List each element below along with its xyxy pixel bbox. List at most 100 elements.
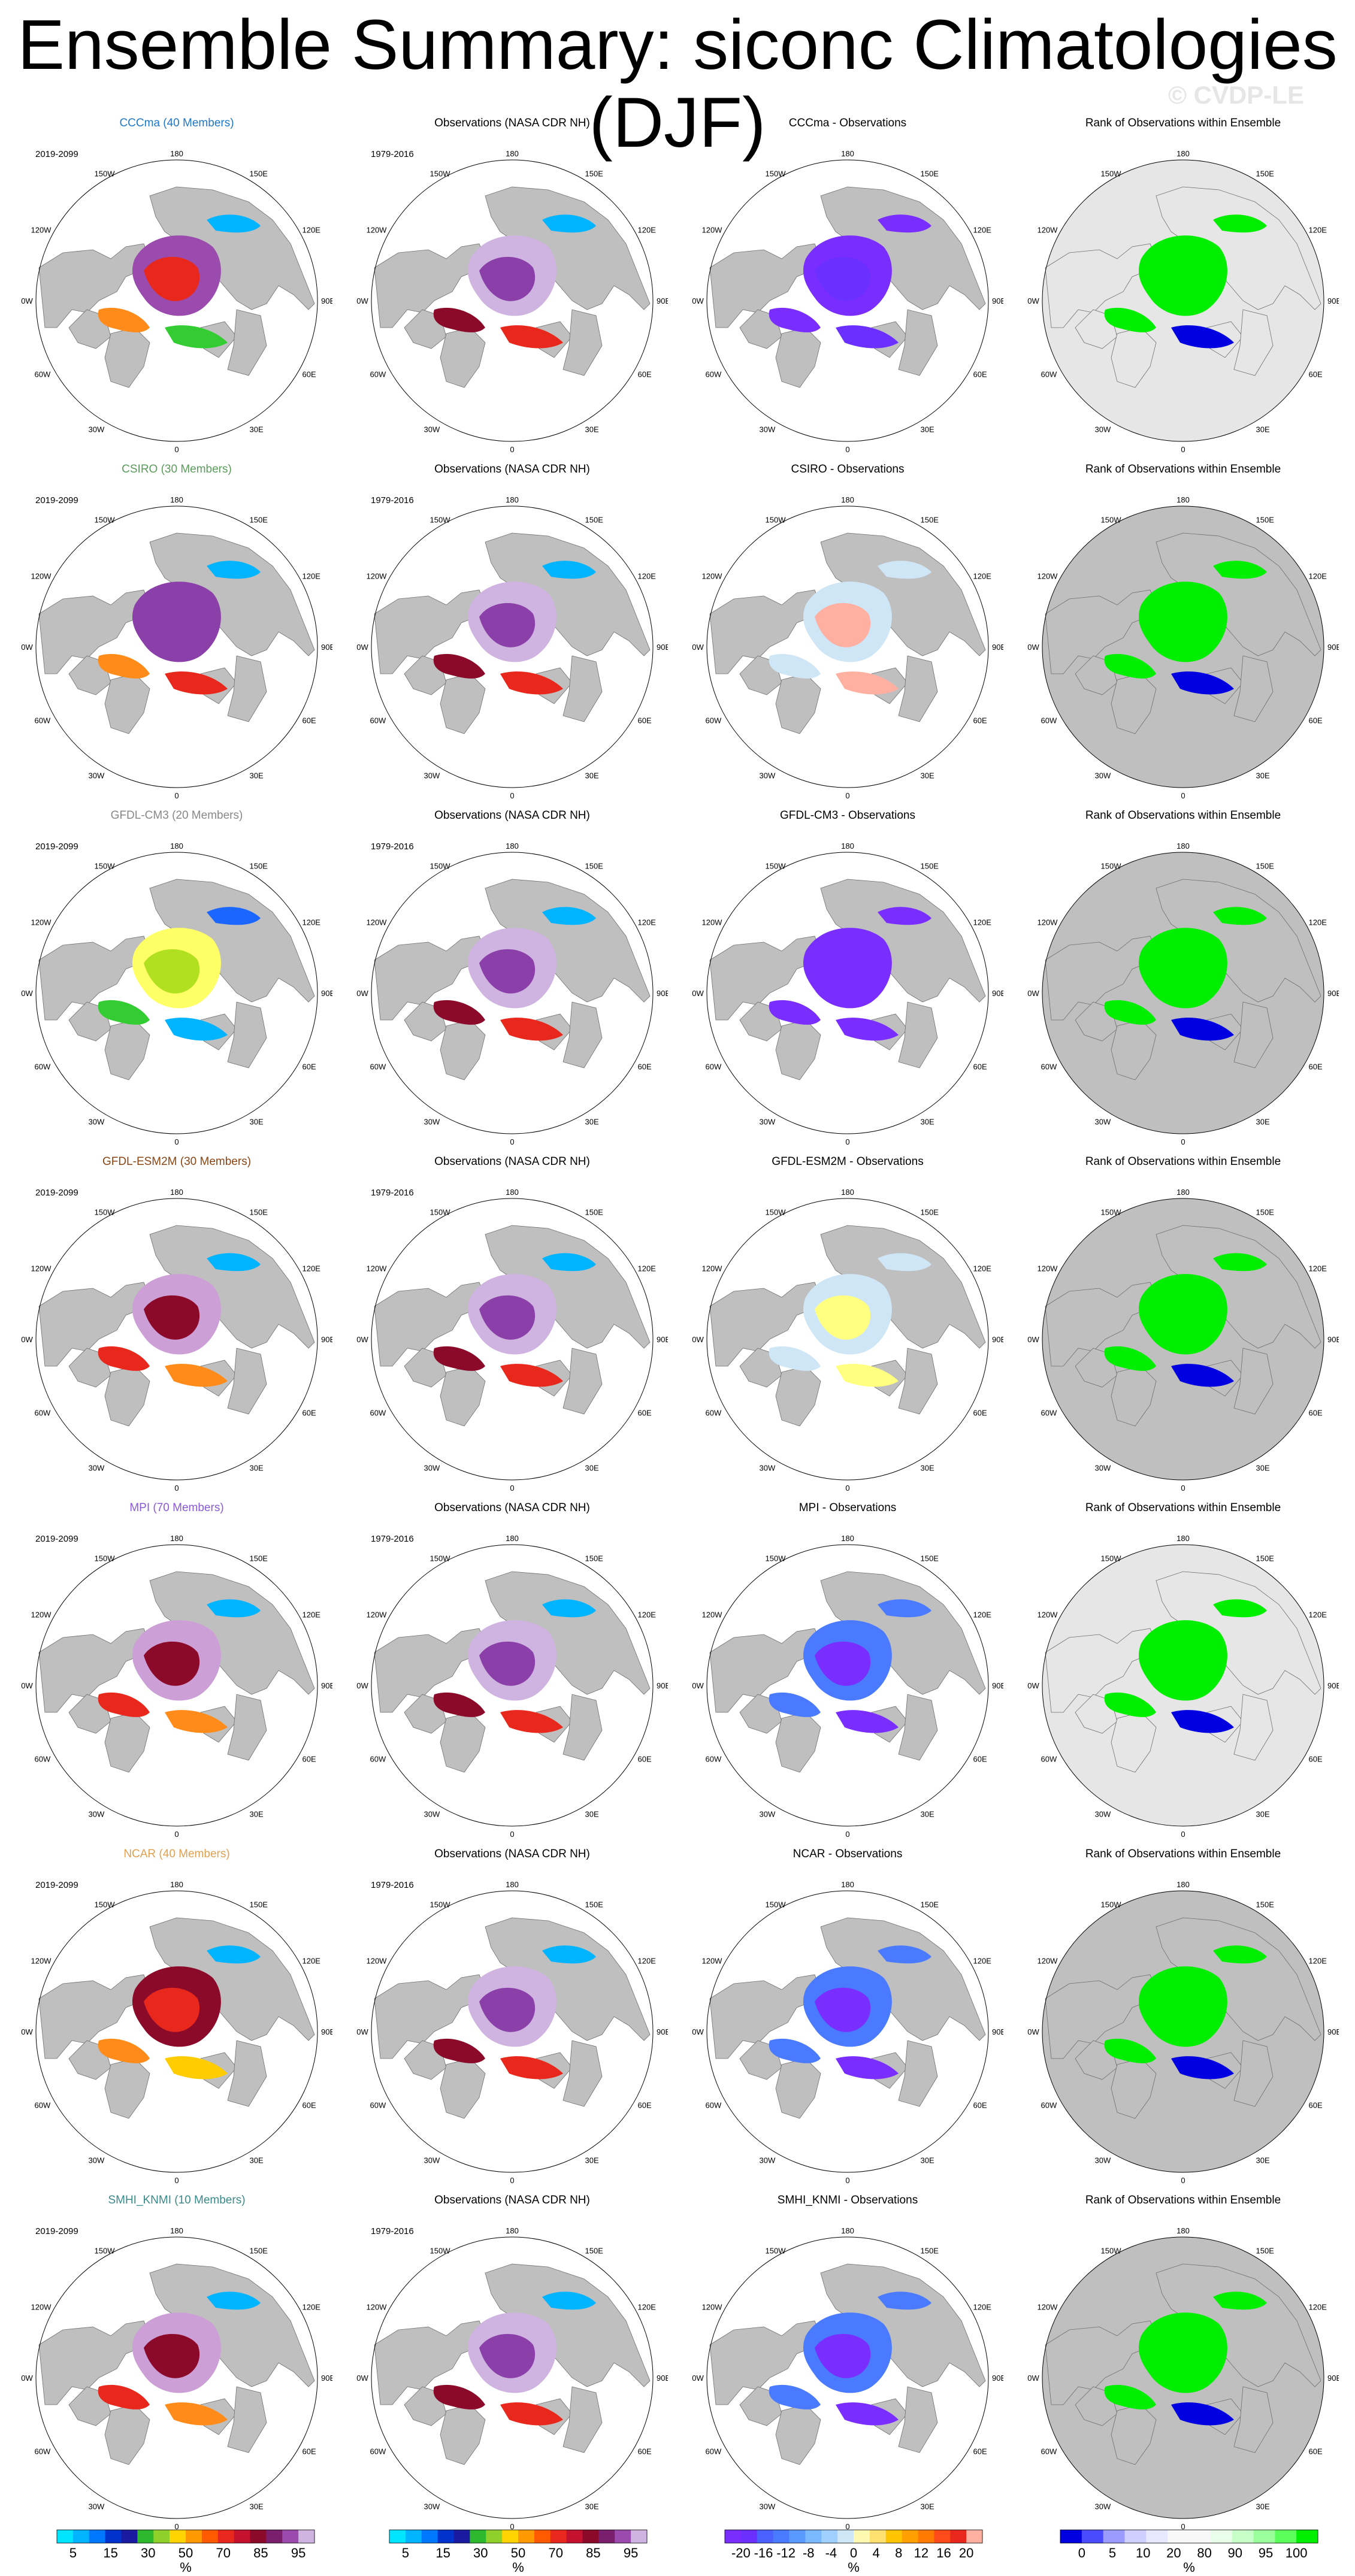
map-label-bottom: 0	[1181, 1484, 1185, 1493]
colorbar-swatch	[757, 2530, 774, 2543]
map-label-top: 180	[506, 1880, 519, 1889]
map-label-ul2: 120W	[1037, 226, 1058, 235]
map-label-top: 180	[506, 149, 519, 158]
map-label-top: 180	[506, 2226, 519, 2235]
colorbar-unit: %	[512, 2560, 524, 2575]
map-label-ul: 150W	[95, 2246, 116, 2255]
colorbar-tick-label: 80	[1197, 2545, 1211, 2560]
model-panel-row-5: MPI (70 Members) 180 0 90W 90E 150W 150E 120W 12…	[21, 1502, 332, 1839]
year-range-label: 2019-2099	[35, 2226, 78, 2236]
map-label-left: 90W	[1027, 643, 1039, 652]
map-label-ul: 150W	[1101, 861, 1122, 870]
map-label-left: 90W	[21, 1335, 33, 1344]
colorbar-tick-label: 0	[1078, 2545, 1085, 2560]
panel-title: Rank of Observations within Ensemble	[1085, 463, 1281, 476]
map-label-ur2: 120E	[973, 572, 992, 581]
diff-panel-row-2: CSIRO - Observations 180 0 90W 90E 150W 150E 12…	[692, 463, 1003, 800]
map-label-lr2: 30E	[250, 2502, 264, 2511]
map-label-ur2: 120E	[973, 1611, 992, 1620]
map-label-ul2: 120W	[366, 1264, 387, 1273]
map-label-right: 90E	[321, 2374, 332, 2383]
map-label-top: 180	[170, 495, 183, 504]
map-label-lr2: 30E	[585, 1464, 599, 1473]
polar-map: 180 0 90W 90E 150W 150E 120W 120E 60W 60E 30W 30E	[21, 149, 332, 454]
map-label-ll2: 30W	[760, 425, 776, 434]
map-label-ur: 150E	[1256, 169, 1275, 178]
map-label-ul: 150W	[766, 515, 787, 524]
map-label-ul: 150W	[430, 861, 451, 870]
map-label-ur: 150E	[585, 515, 604, 524]
map-label-lr2: 30E	[1256, 1810, 1270, 1819]
colorbar-swatch	[121, 2530, 138, 2543]
map-label-bottom: 0	[510, 2176, 514, 2185]
map-label-bottom: 0	[1181, 1830, 1185, 1839]
map-label-ur2: 120E	[973, 2303, 992, 2312]
map-label-lr: 60E	[638, 2101, 652, 2110]
map-label-ll: 60W	[370, 1755, 386, 1764]
panel-title: Rank of Observations within Ensemble	[1085, 1502, 1281, 1514]
map-label-ll2: 30W	[89, 771, 105, 780]
map-label-ur2: 120E	[973, 1264, 992, 1273]
map-label-lr: 60E	[1309, 1409, 1323, 1418]
map-label-top: 180	[841, 841, 854, 850]
map-label-ll2: 30W	[760, 771, 776, 780]
map-label-ul2: 120W	[1037, 1611, 1058, 1620]
map-label-lr: 60E	[1309, 2447, 1323, 2456]
polar-map: 180 0 90W 90E 150W 150E 120W 120E 60W 60E 30W 30E	[21, 841, 332, 1146]
colorbar-swatch	[1081, 2530, 1104, 2543]
colorbar-swatch	[550, 2530, 567, 2543]
colorbar-swatch	[57, 2530, 74, 2543]
map-label-bottom: 0	[1181, 1137, 1185, 1146]
colorbar-swatch	[821, 2530, 838, 2543]
colorbar-unit: %	[848, 2560, 860, 2575]
map-label-right: 90E	[992, 2027, 1003, 2036]
map-label-bottom: 0	[510, 791, 514, 800]
map-label-bottom: 0	[845, 2522, 849, 2531]
diff-panel-row-7: SMHI_KNMI - Observations 180 0 90W 90E 150W 15…	[692, 2194, 1003, 2531]
map-label-ur: 150E	[921, 861, 939, 870]
map-label-ll2: 30W	[1095, 1464, 1111, 1473]
map-label-lr: 60E	[638, 370, 652, 379]
polar-map: 180 0 90W 90E 150W 150E 120W 120E 60W 60E 30W 30E	[356, 1188, 668, 1493]
map-label-right: 90E	[1327, 2027, 1339, 2036]
colorbar-swatch	[421, 2530, 438, 2543]
year-range-label: 2019-2099	[35, 149, 78, 159]
map-label-lr: 60E	[973, 1409, 987, 1418]
map-label-ul2: 120W	[701, 918, 722, 927]
map-label-lr2: 30E	[250, 1118, 264, 1127]
map-label-top: 180	[506, 1188, 519, 1197]
map-label-lr: 60E	[1309, 370, 1323, 379]
colorbar-tick-label: 0	[850, 2545, 857, 2560]
colorbar-swatch	[105, 2530, 122, 2543]
map-label-right: 90E	[657, 2374, 668, 2383]
colorbar-tick-label: 50	[511, 2545, 525, 2560]
obs-panel-row-2: Observations (NASA CDR NH) 180 0 90W 90E 150W…	[356, 463, 668, 800]
map-label-ll: 60W	[370, 2447, 386, 2456]
map-label-ll2: 30W	[760, 1118, 776, 1127]
colorbar-swatch	[598, 2530, 615, 2543]
colorbar-tick-label: -8	[803, 2545, 815, 2560]
year-range-label: 2019-2099	[35, 1880, 78, 1890]
map-label-ll: 60W	[705, 1063, 721, 1071]
map-label-lr2: 30E	[1256, 425, 1270, 434]
map-label-lr2: 30E	[1256, 771, 1270, 780]
map-label-ul: 150W	[95, 861, 116, 870]
map-label-lr2: 30E	[1256, 1118, 1270, 1127]
map-label-ur: 150E	[250, 169, 268, 178]
colorbar-swatch	[250, 2530, 267, 2543]
map-label-lr: 60E	[303, 370, 316, 379]
map-label-ll: 60W	[1041, 1409, 1057, 1418]
panel-title: GFDL-CM3 (20 Members)	[110, 809, 243, 822]
panel-title: NCAR - Observations	[793, 1848, 903, 1860]
map-label-ul2: 120W	[701, 2303, 722, 2312]
map-label-lr: 60E	[638, 1409, 652, 1418]
map-label-ur: 150E	[921, 515, 939, 524]
map-label-ur2: 120E	[973, 918, 992, 927]
map-label-ul: 150W	[95, 1207, 116, 1216]
map-label-lr: 60E	[303, 2447, 316, 2456]
year-range-label: 1979-2016	[371, 1880, 414, 1890]
year-range-label: 1979-2016	[371, 495, 414, 505]
colorbar-swatch	[725, 2530, 742, 2543]
colorbar-swatch	[740, 2530, 758, 2543]
colorbar-tick-label: 85	[586, 2545, 600, 2560]
